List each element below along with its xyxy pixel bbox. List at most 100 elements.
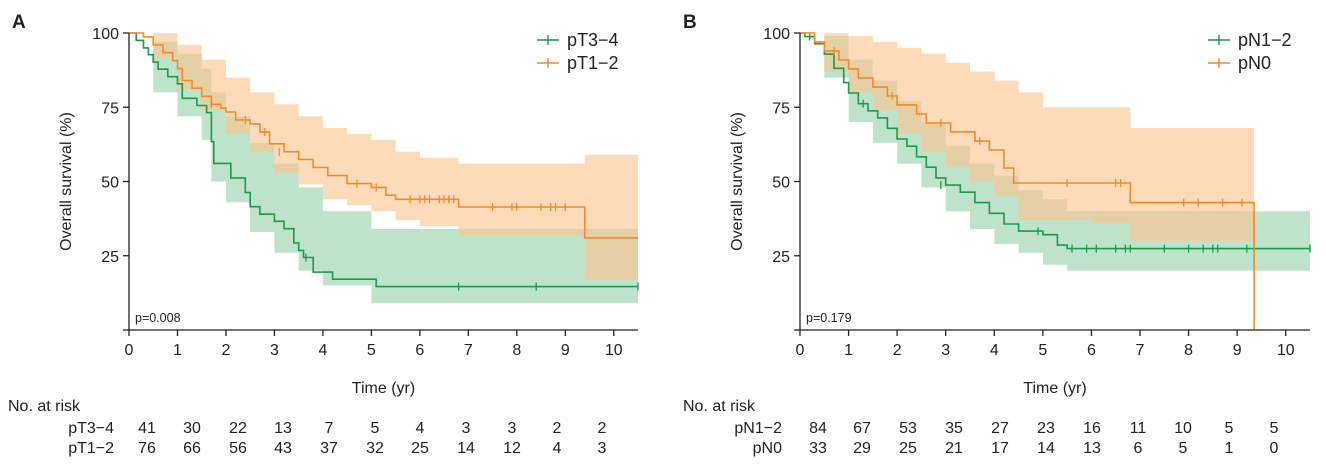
- risk-row-label-orange: pT1−2: [68, 440, 114, 457]
- risk-count: 5: [1179, 440, 1188, 457]
- risk-count: 33: [809, 440, 827, 457]
- risk-count: 66: [183, 440, 201, 457]
- confidence-band-green: [129, 33, 638, 310]
- risk-table-title: No. at risk: [8, 398, 81, 415]
- risk-count: 17: [991, 440, 1009, 457]
- risk-count: 22: [229, 420, 247, 437]
- risk-count: 84: [809, 420, 827, 437]
- y-axis-label: Overall survival (%): [58, 112, 75, 251]
- risk-count: 11: [1130, 420, 1147, 437]
- x-tick-label: 6: [415, 342, 424, 359]
- x-tick-label: 10: [605, 342, 623, 359]
- x-axis-label: Time (yr): [1023, 380, 1086, 397]
- risk-count: 21: [945, 440, 963, 457]
- risk-count: 13: [274, 420, 292, 437]
- risk-count: 3: [598, 440, 607, 457]
- x-tick-label: 6: [1087, 342, 1096, 359]
- x-tick-label: 9: [561, 342, 570, 359]
- x-tick-label: 5: [367, 342, 376, 359]
- risk-count: 67: [853, 420, 871, 437]
- x-tick-label: 0: [796, 342, 805, 359]
- x-tick-label: 0: [125, 342, 134, 359]
- risk-count: 29: [853, 440, 871, 457]
- risk-row-label-orange: pN0: [753, 440, 782, 457]
- risk-count: 13: [1083, 440, 1101, 457]
- risk-count: 5: [371, 420, 380, 437]
- risk-count: 7: [325, 420, 334, 437]
- confidence-band-orange: [800, 33, 1255, 241]
- survival-line-orange: [800, 32, 1255, 330]
- risk-row-label-green: pN1−2: [734, 420, 782, 437]
- x-tick-label: 1: [844, 342, 853, 359]
- risk-count: 35: [945, 420, 963, 437]
- risk-count: 14: [1037, 440, 1055, 457]
- risk-count: 32: [366, 440, 384, 457]
- x-axis-label: Time (yr): [352, 380, 415, 397]
- risk-count: 5: [1270, 420, 1279, 437]
- risk-row-label-green: pT3−4: [68, 420, 114, 437]
- risk-count: 53: [899, 420, 917, 437]
- legend-entry: pN1−2: [1238, 30, 1292, 50]
- x-tick-label: 3: [270, 342, 279, 359]
- risk-count: 3: [508, 420, 517, 437]
- risk-count: 2: [553, 420, 562, 437]
- risk-count: 0: [1270, 440, 1279, 457]
- risk-count: 37: [320, 440, 338, 457]
- risk-count: 1: [1225, 440, 1234, 457]
- risk-count: 41: [138, 420, 156, 437]
- risk-count: 27: [991, 420, 1009, 437]
- y-tick-label: 50: [101, 175, 119, 192]
- y-tick-label: 100: [92, 26, 119, 43]
- x-tick-label: 10: [1277, 342, 1295, 359]
- y-tick-label: 100: [763, 26, 790, 43]
- risk-count: 23: [1037, 420, 1055, 437]
- risk-count: 30: [183, 420, 201, 437]
- risk-count: 56: [229, 440, 247, 457]
- y-tick-label: 75: [772, 100, 790, 117]
- survival-line-orange: [129, 32, 638, 239]
- x-tick-label: 7: [464, 342, 473, 359]
- confidence-band-orange: [129, 33, 638, 280]
- x-tick-label: 9: [1233, 342, 1242, 359]
- survival-line-green: [800, 32, 1310, 250]
- risk-table-title: No. at risk: [683, 398, 756, 415]
- risk-count: 43: [274, 440, 292, 457]
- legend: pT3−4 pT1−2: [537, 30, 619, 73]
- y-tick-label: 75: [101, 100, 119, 117]
- y-tick-label: 50: [772, 175, 790, 192]
- risk-count: 4: [553, 440, 562, 457]
- panel-label: A: [12, 12, 26, 33]
- y-tick-label: 25: [772, 249, 790, 266]
- p-value: p=0.008: [135, 311, 181, 325]
- x-tick-label: 4: [318, 342, 327, 359]
- x-tick-label: 4: [990, 342, 999, 359]
- risk-count: 5: [1225, 420, 1234, 437]
- x-tick-label: 3: [941, 342, 950, 359]
- x-tick-label: 8: [1184, 342, 1193, 359]
- legend-entry: pN0: [1238, 53, 1271, 73]
- risk-count: 3: [462, 420, 471, 437]
- x-tick-label: 5: [1038, 342, 1047, 359]
- x-tick-label: 1: [173, 342, 182, 359]
- legend-entry: pT3−4: [567, 30, 619, 50]
- risk-count: 2: [598, 420, 607, 437]
- panel-label: B: [683, 12, 697, 33]
- risk-count: 76: [138, 440, 156, 457]
- risk-count: 16: [1083, 420, 1101, 437]
- risk-count: 25: [411, 440, 429, 457]
- x-tick-label: 8: [512, 342, 521, 359]
- risk-count: 10: [1174, 420, 1192, 437]
- x-tick-label: 2: [893, 342, 902, 359]
- risk-count: 12: [503, 440, 521, 457]
- risk-count: 6: [1134, 440, 1143, 457]
- y-tick-label: 25: [101, 249, 119, 266]
- survival-line-green: [129, 32, 638, 288]
- x-tick-label: 2: [221, 342, 230, 359]
- legend-entry: pT1−2: [567, 53, 619, 73]
- risk-count: 14: [457, 440, 475, 457]
